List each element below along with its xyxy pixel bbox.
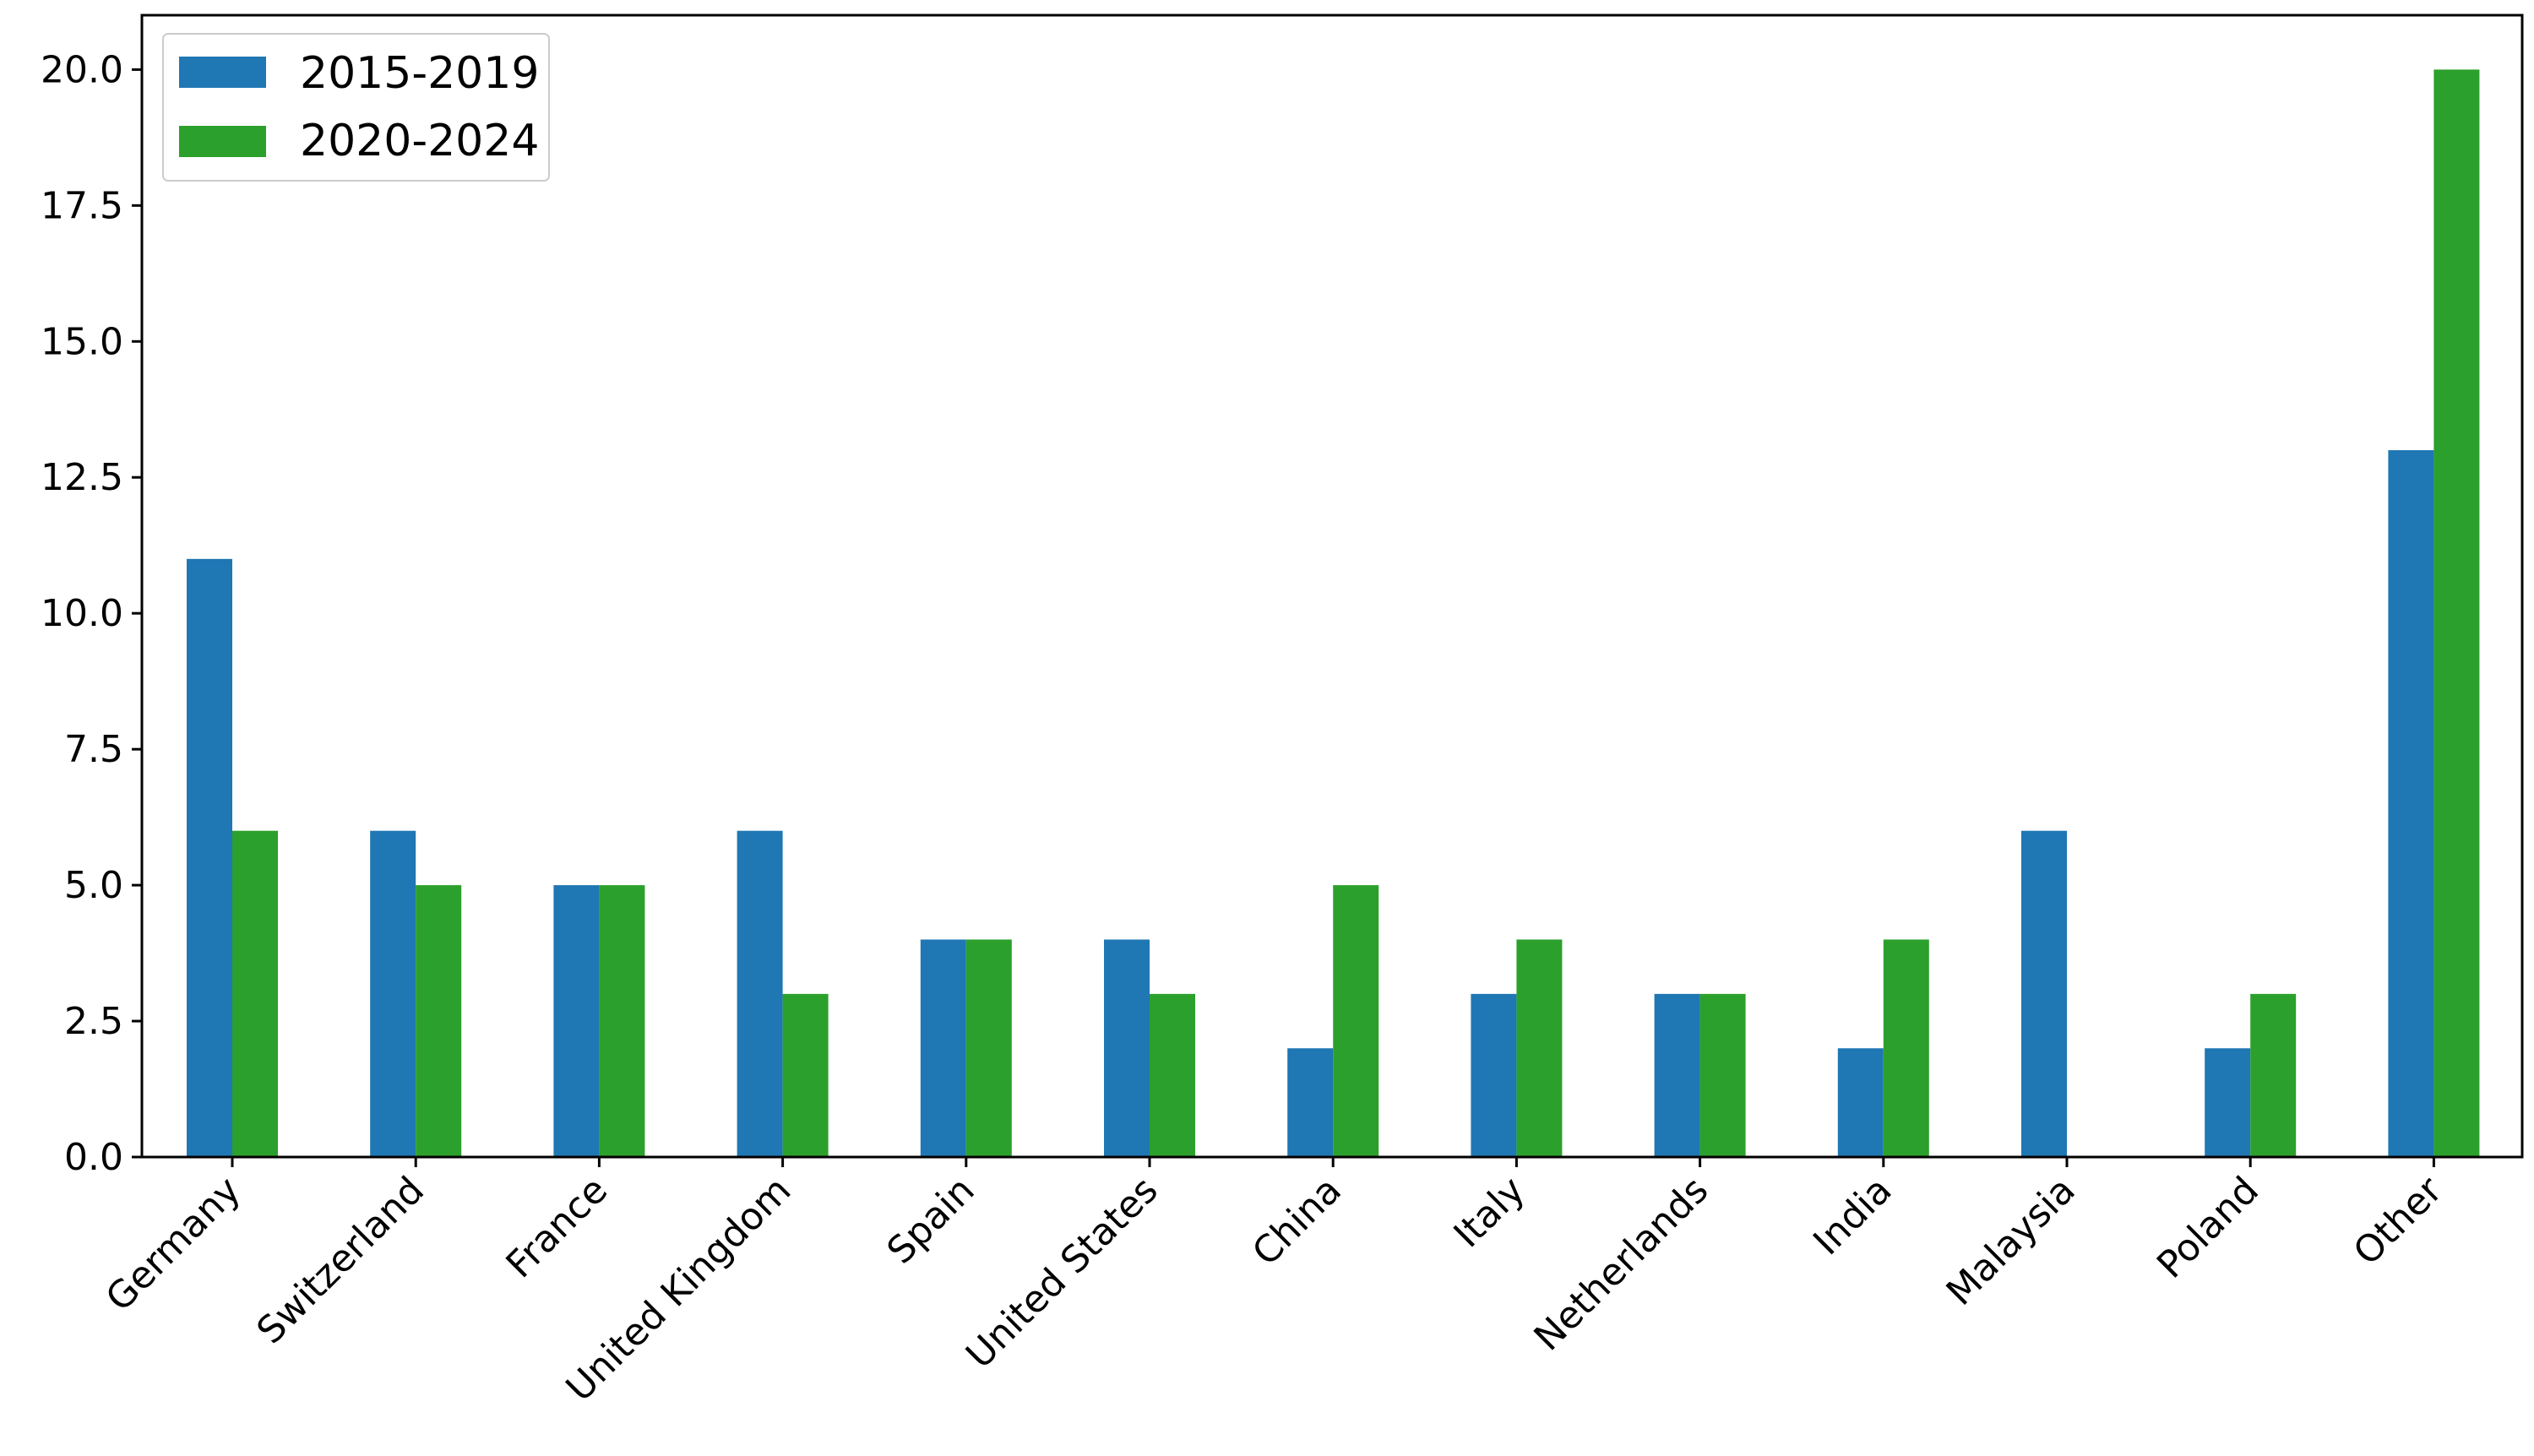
bar-united-kingdom-2020-2024 <box>782 993 829 1157</box>
plot-frame <box>140 14 2524 1159</box>
bar-netherlands-2015-2019 <box>1654 993 1700 1157</box>
y-tick-label: 7.5 <box>64 728 123 771</box>
bar-china-2015-2019 <box>1287 1048 1334 1157</box>
bar-united-states-2020-2024 <box>1150 993 1195 1157</box>
bar-spain-2015-2019 <box>920 939 966 1157</box>
bar-poland-2020-2024 <box>2250 993 2297 1157</box>
bar-italy-2020-2024 <box>1516 939 1563 1157</box>
bar-other-2020-2024 <box>2433 69 2480 1157</box>
bars-layer <box>187 69 2480 1157</box>
y-tick-label: 0.0 <box>64 1136 123 1179</box>
bar-switzerland-2020-2024 <box>416 885 462 1157</box>
y-tick-label: 2.5 <box>64 1000 123 1043</box>
bar-spain-2020-2024 <box>965 939 1012 1157</box>
bar-india-2020-2024 <box>1883 939 1929 1157</box>
bar-united-kingdom-2015-2019 <box>737 830 783 1157</box>
y-tick-label: 17.5 <box>41 184 123 227</box>
y-axis: 0.0 2.5 5.0 7.5 10.0 12.5 15.0 17.5 20.0 <box>41 48 142 1179</box>
bar-china-2020-2024 <box>1333 885 1379 1157</box>
bar-india-2015-2019 <box>1837 1048 1884 1157</box>
bar-switzerland-2015-2019 <box>370 830 416 1157</box>
bar-germany-2020-2024 <box>232 830 278 1157</box>
bar-malaysia-2015-2019 <box>2021 830 2067 1157</box>
bar-italy-2015-2019 <box>1471 993 1517 1157</box>
legend-label-2015-2019: 2015-2019 <box>300 48 539 99</box>
bar-other-2015-2019 <box>2388 450 2434 1157</box>
bar-netherlands-2020-2024 <box>1699 993 1746 1157</box>
legend-swatch-2020-2024 <box>179 126 266 157</box>
y-tick-label: 15.0 <box>41 320 123 363</box>
bar-germany-2015-2019 <box>187 558 232 1157</box>
y-tick-label: 12.5 <box>41 456 123 499</box>
bar-france-2015-2019 <box>553 885 600 1157</box>
legend-label-2020-2024: 2020-2024 <box>300 116 539 166</box>
bar-united-states-2015-2019 <box>1104 939 1150 1157</box>
legend-swatch-2015-2019 <box>179 57 266 88</box>
y-tick-label: 20.0 <box>41 48 123 91</box>
bar-france-2020-2024 <box>599 885 645 1157</box>
bar-poland-2015-2019 <box>2205 1048 2251 1157</box>
y-tick-label: 5.0 <box>64 864 123 907</box>
legend: 2015-2019 2020-2024 <box>162 33 550 182</box>
y-tick-label: 10.0 <box>41 592 123 635</box>
